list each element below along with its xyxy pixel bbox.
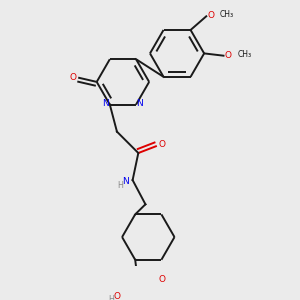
Text: N: N xyxy=(136,99,143,108)
Text: O: O xyxy=(158,275,165,284)
Text: N: N xyxy=(122,177,129,186)
Text: H: H xyxy=(108,295,114,300)
Text: CH₃: CH₃ xyxy=(237,50,251,59)
Text: H: H xyxy=(117,181,123,190)
Text: O: O xyxy=(225,51,232,60)
Text: O: O xyxy=(158,140,166,149)
Text: N: N xyxy=(103,99,109,108)
Text: O: O xyxy=(114,292,121,300)
Text: O: O xyxy=(207,11,214,20)
Text: O: O xyxy=(70,73,76,82)
Text: CH₃: CH₃ xyxy=(220,10,234,19)
